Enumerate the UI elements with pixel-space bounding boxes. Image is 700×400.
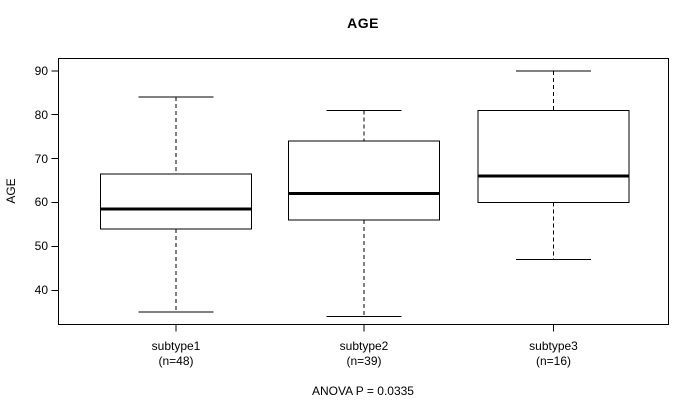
- group-count-label: (n=39): [346, 354, 382, 368]
- iqr-box: [288, 140, 440, 221]
- chart-title: AGE: [347, 15, 379, 31]
- group-count-label: (n=48): [158, 354, 194, 368]
- y-tick-label: 60: [34, 195, 48, 210]
- y-tick-label: 90: [34, 63, 48, 78]
- y-tick-label: 50: [34, 239, 48, 254]
- y-tick-label: 70: [34, 151, 48, 166]
- group-count-label: (n=16): [535, 354, 572, 368]
- x-axis-group-label: subtype2 (n=39): [340, 339, 389, 369]
- y-tick-label: 40: [34, 283, 48, 298]
- group-name-label: subtype2: [339, 339, 389, 353]
- iqr-box: [477, 109, 630, 203]
- anova-annotation: ANOVA P = 0.0335: [312, 384, 414, 398]
- iqr-box: [100, 173, 252, 230]
- y-tick-label: 80: [34, 107, 48, 122]
- x-axis-group-label: subtype1 (n=48): [152, 339, 201, 369]
- x-axis-group-label: subtype3 (n=16): [529, 339, 578, 369]
- group-name-label: subtype3: [529, 339, 578, 353]
- group-name-label: subtype1: [151, 339, 201, 353]
